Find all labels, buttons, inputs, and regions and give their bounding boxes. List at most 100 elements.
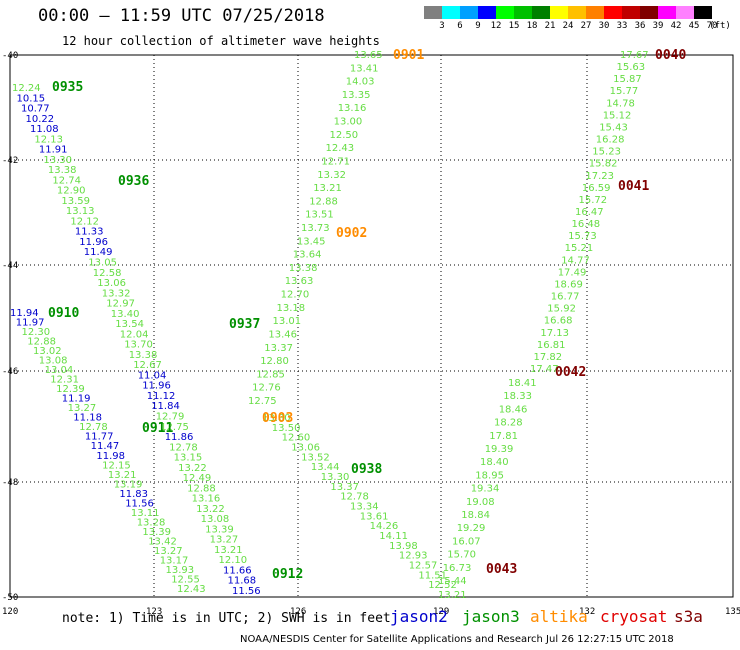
wave-height-value: 13.39	[142, 527, 171, 538]
scale-swatch	[694, 6, 712, 19]
wave-height-value: 13.59	[61, 196, 90, 207]
scale-swatch	[424, 6, 442, 19]
scale-swatch	[568, 6, 586, 19]
wave-height-value: 11.49	[84, 247, 113, 258]
wave-height-value: 11.12	[147, 391, 176, 402]
scale-label: 70	[706, 21, 718, 31]
wave-height-value: 14.11	[379, 531, 408, 542]
wave-height-value: 13.61	[360, 511, 389, 522]
scale-swatch	[604, 6, 622, 19]
pass-time-label: 0936	[118, 174, 149, 189]
wave-height-value: 13.27	[154, 546, 183, 557]
wave-height-value: 19.29	[457, 523, 486, 534]
wave-height-value: 11.83	[119, 489, 148, 500]
wave-height-value: 13.01	[273, 316, 302, 327]
legend-jason3: jason3	[462, 607, 520, 626]
scale-label: 3	[439, 21, 445, 31]
wave-height-value: 12.88	[27, 337, 56, 348]
wave-height-value: 13.37	[330, 482, 359, 493]
wave-height-value: 12.52	[428, 580, 457, 591]
footer-note: note: 1) Time is in UTC; 2) SWH is in fe…	[62, 611, 391, 626]
scale-label: 6	[457, 21, 463, 31]
wave-height-value: 12.78	[340, 492, 369, 503]
wave-height-value: 12.79	[156, 412, 185, 423]
wave-height-value: 13.13	[66, 206, 95, 217]
scale-label: 15	[508, 21, 520, 31]
wave-height-value: 13.06	[97, 278, 126, 289]
wave-height-value: 12.74	[52, 175, 81, 186]
wave-height-value: 15.44	[438, 576, 467, 587]
wave-height-value: 13.30	[321, 472, 350, 483]
wave-height-value: 13.22	[196, 504, 225, 515]
wave-height-value: 13.80	[262, 413, 291, 424]
pass-time-label: 0903	[262, 411, 293, 426]
wave-height-value: 18.33	[503, 391, 532, 402]
lat-tick-label: -40	[2, 51, 18, 61]
wave-height-value: 16.47	[575, 207, 604, 218]
color-scale-swatches	[424, 6, 734, 19]
lon-tick-label: 132	[579, 607, 595, 617]
pass-time-label: 0911	[142, 421, 173, 436]
wave-height-value: 13.51	[305, 210, 334, 221]
page-subtitle: 12 hour collection of altimeter wave hei…	[62, 34, 380, 48]
wave-height-value: 13.44	[311, 462, 340, 473]
wave-height-value: 12.75	[160, 422, 189, 433]
wave-height-value: 12.97	[106, 299, 135, 310]
scale-swatch	[514, 6, 532, 19]
wave-height-value: 11.91	[39, 145, 68, 156]
wave-height-value: 11.96	[142, 381, 171, 392]
scale-label: 9	[475, 21, 481, 31]
wave-height-value: 11.66	[223, 566, 252, 577]
scale-swatch	[640, 6, 658, 19]
wave-height-value: 17.47	[530, 364, 559, 375]
wave-height-value: 13.46	[268, 330, 297, 341]
wave-height-value: 12.50	[330, 130, 359, 141]
wave-height-value: 11.51	[418, 570, 447, 581]
pass-time-label: 0910	[48, 306, 79, 321]
wave-height-value: 13.04	[45, 365, 74, 376]
wave-height-value: 15.77	[610, 86, 639, 97]
wave-height-value: 13.34	[350, 502, 379, 513]
wave-height-value: 15.21	[565, 243, 594, 254]
wave-height-value: 13.21	[313, 183, 342, 194]
wave-height-value: 15.43	[599, 123, 628, 134]
wave-height-value: 13.54	[115, 319, 144, 330]
wave-height-value: 12.88	[309, 196, 338, 207]
lon-tick-label: 123	[146, 607, 162, 617]
lat-tick-label: -50	[2, 593, 18, 603]
wave-height-value: 12.12	[70, 216, 99, 227]
wave-height-value: 13.21	[108, 470, 137, 481]
wave-height-value: 13.41	[350, 63, 379, 74]
wave-height-value: 11.56	[232, 586, 261, 597]
wave-height-value: 13.30	[43, 155, 72, 166]
wave-height-value: 13.08	[39, 356, 68, 367]
wave-height-value: 13.02	[33, 346, 62, 357]
wave-height-value: 13.42	[148, 536, 177, 547]
wave-height-value: 18.41	[508, 378, 537, 389]
wave-height-value: 17.81	[489, 431, 518, 442]
wave-height-value: 12.49	[183, 473, 212, 484]
scale-label: 39	[652, 21, 664, 31]
lon-tick-label: 129	[433, 607, 449, 617]
lat-tick-label: -48	[2, 478, 18, 488]
wave-height-value: 12.70	[281, 290, 310, 301]
color-scale: (ft) 3 6 9 12 15 18 21 24 27 30 33 36 39 42 45 70	[424, 6, 734, 33]
wave-height-value: 13.35	[342, 90, 371, 101]
wave-height-value: 12.90	[57, 186, 86, 197]
wave-height-value: 11.47	[91, 441, 120, 452]
scale-swatch	[532, 6, 550, 19]
wave-height-value: 18.40	[480, 457, 509, 468]
wave-height-value: 16.28	[596, 135, 625, 146]
wave-height-value: 19.34	[471, 484, 500, 495]
wave-height-value: 13.27	[68, 403, 97, 414]
pass-time-label: 0040	[655, 48, 686, 63]
wave-height-value: 11.94	[10, 308, 39, 319]
legend-jason2: jason2	[390, 607, 448, 626]
scale-label: 45	[688, 21, 700, 31]
wave-height-value: 13.98	[389, 541, 418, 552]
pass-time-label: 0042	[555, 365, 586, 380]
wave-height-value: 13.11	[131, 508, 160, 519]
wave-height-value: 12.93	[399, 551, 428, 562]
scale-swatch	[478, 6, 496, 19]
